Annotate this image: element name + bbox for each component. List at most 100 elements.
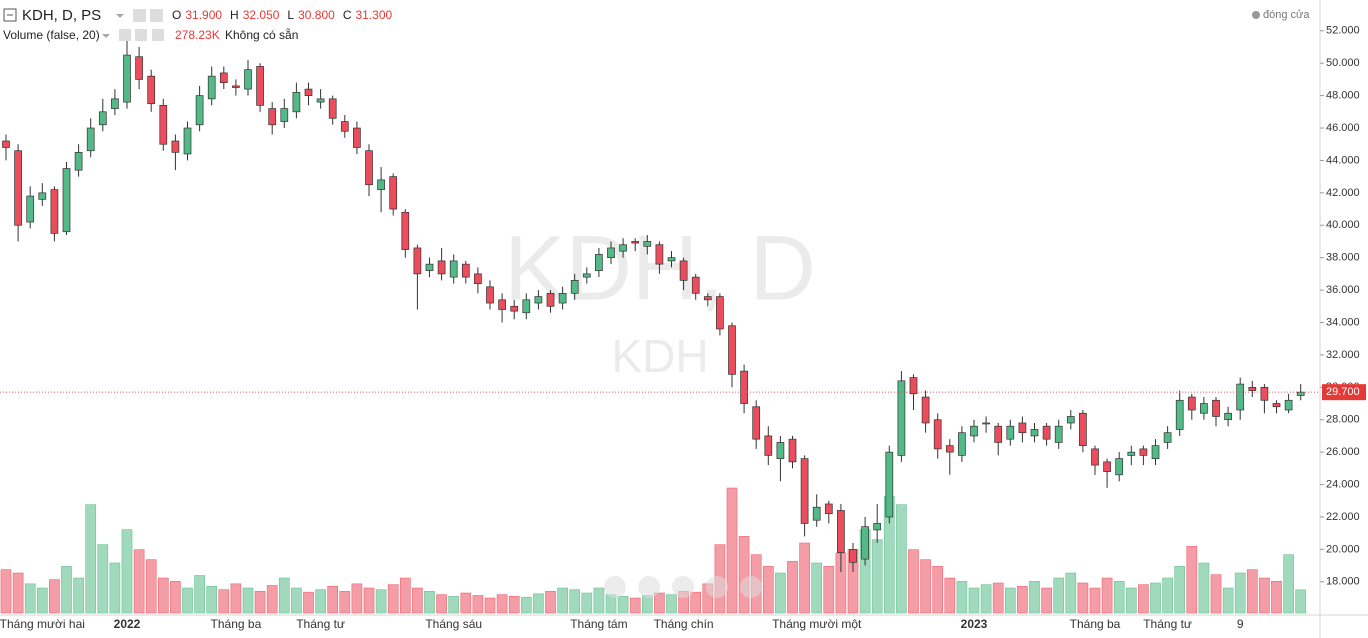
- candle-body: [377, 179, 385, 190]
- volume-bar: [242, 587, 254, 614]
- candle-body: [667, 257, 676, 262]
- candle-body: [1091, 448, 1099, 466]
- y-tick-label: 18.000: [1326, 576, 1360, 588]
- volume-bar: [557, 587, 568, 614]
- candle-body: [171, 140, 180, 153]
- y-tick-label: 28.000: [1326, 414, 1360, 426]
- ohlc-key: L: [287, 8, 294, 22]
- candle-body: [631, 241, 640, 244]
- volume-bar: [1138, 584, 1149, 614]
- volume-bar: [1065, 572, 1077, 614]
- volume-bar: [690, 591, 702, 614]
- scroll-right-button[interactable]: [706, 576, 728, 598]
- volume-bar: [1162, 577, 1173, 614]
- candle-body: [38, 192, 47, 200]
- volume-bar: [375, 589, 387, 614]
- x-tick-label: Tháng ba: [211, 617, 262, 631]
- candle-body: [50, 189, 59, 234]
- candle-body: [74, 151, 83, 171]
- candle-body: [752, 406, 761, 440]
- last-price-box: [1322, 384, 1366, 401]
- volume-bar: [944, 577, 956, 614]
- volume-bar: [1150, 582, 1161, 614]
- candle-body: [921, 396, 930, 424]
- dropdown-icon[interactable]: [102, 34, 110, 38]
- candle-body: [1163, 432, 1172, 443]
- y-tick-label: 46.000: [1326, 122, 1360, 134]
- volume-bar: [85, 504, 97, 614]
- settings-button[interactable]: [150, 9, 163, 22]
- ohlc-key: O: [172, 8, 181, 22]
- candle-body: [595, 254, 603, 271]
- candle-body: [14, 150, 22, 226]
- volume-bar: [1041, 587, 1052, 614]
- volume-bar: [315, 589, 326, 614]
- volume-bar: [1295, 589, 1307, 614]
- volume-bar: [133, 549, 145, 614]
- scroll-left-button[interactable]: [604, 576, 626, 598]
- zoom-in-button[interactable]: [672, 576, 694, 598]
- volume-bar: [1246, 569, 1258, 614]
- zoom-out-button[interactable]: [638, 576, 660, 598]
- header: KDH, D, PS O 31.900 H 32.050 L 30.800 C 31.300 …: [3, 7, 1310, 42]
- volume-bar: [1222, 587, 1234, 614]
- volume-bar: [230, 583, 242, 614]
- volume-title: Volume (false, 20): [3, 28, 100, 42]
- volume-bar: [170, 581, 181, 614]
- candle-body: [716, 296, 724, 330]
- dropdown-icon[interactable]: [116, 14, 124, 18]
- y-tick-label: 34.000: [1326, 316, 1360, 328]
- volume-bar: [194, 575, 205, 614]
- candle-body: [1151, 445, 1160, 459]
- candle-body: [232, 85, 240, 88]
- volume-bar: [1053, 577, 1065, 614]
- volume-bar: [581, 592, 593, 614]
- volume-bar: [254, 591, 266, 614]
- volume-bar: [1125, 587, 1137, 614]
- volume-bar: [496, 594, 508, 614]
- volume-bar: [641, 595, 653, 614]
- volume-bar: [1259, 577, 1270, 614]
- candle-body: [26, 195, 35, 223]
- volume-bar: [932, 566, 944, 614]
- volume-bar: [351, 583, 363, 614]
- candle-body: [2, 140, 10, 148]
- candle-body: [207, 75, 216, 100]
- volume-bar: [654, 592, 665, 614]
- reset-button[interactable]: [740, 576, 762, 598]
- volume-bar: [36, 587, 48, 614]
- volume-bar: [387, 584, 399, 614]
- eye-button[interactable]: [119, 29, 131, 41]
- y-tick-label: 40.000: [1326, 219, 1360, 231]
- x-tick-label: Tháng tám: [570, 617, 627, 631]
- volume-bar: [266, 585, 278, 614]
- candle-body: [1224, 412, 1232, 421]
- candle-body: [219, 72, 228, 83]
- settings-button[interactable]: [135, 29, 147, 41]
- ohlc-key: H: [230, 8, 239, 22]
- volume-bar: [1174, 566, 1186, 614]
- volume-bar: [787, 561, 798, 614]
- candle-body: [619, 244, 627, 252]
- candle-body: [607, 247, 615, 259]
- eye-button[interactable]: [133, 9, 146, 22]
- close-button[interactable]: [152, 29, 164, 41]
- volume-bar: [762, 566, 774, 614]
- candle-body: [800, 458, 809, 524]
- volume-bar: [303, 591, 314, 614]
- volume-bar: [97, 544, 109, 614]
- candle-body: [933, 419, 942, 450]
- y-tick-label: 36.000: [1326, 284, 1360, 296]
- volume-value: 278.23K: [175, 28, 220, 42]
- candle-body: [449, 260, 458, 278]
- ohlc-value: 31.900: [185, 8, 222, 22]
- candle-body: [958, 432, 966, 456]
- candle-body: [340, 121, 349, 132]
- collapse-button[interactable]: [3, 8, 17, 22]
- volume-bar: [1101, 577, 1113, 614]
- volume-bar: [291, 587, 302, 614]
- volume-bar: [629, 597, 641, 614]
- candle-body: [788, 438, 797, 463]
- volume-bar: [666, 594, 677, 614]
